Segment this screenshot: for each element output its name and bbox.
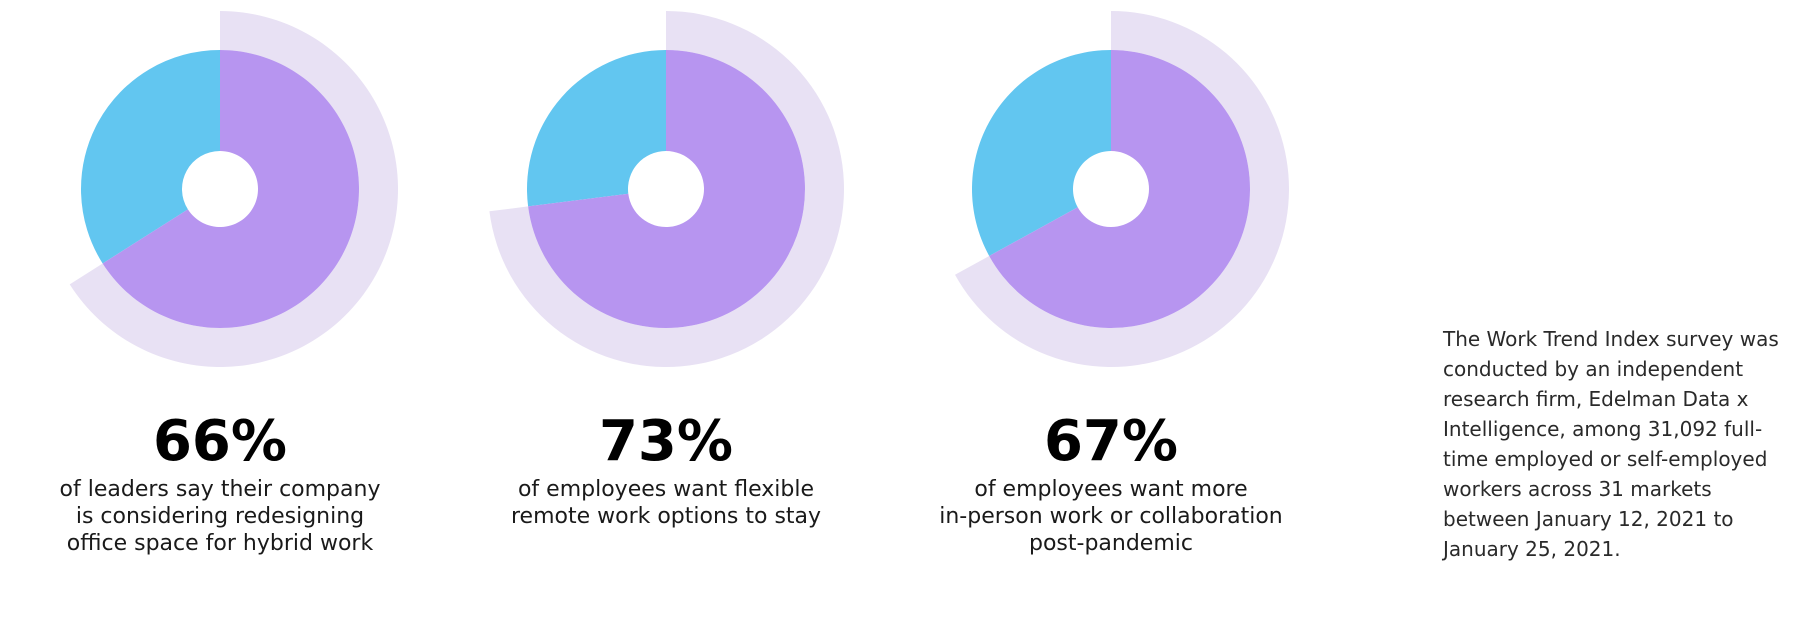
caption-line: office space for hybrid work [67,531,374,556]
donut-segment [102,50,360,328]
caption-line: remote work options to stay [511,504,821,529]
donut-remainder [81,50,220,264]
caption-line: post-pandemic [1029,531,1193,556]
donut-remainder [527,50,666,207]
caption-line: of leaders say their company [60,477,381,502]
note-line: between January 12, 2021 to [1443,507,1734,531]
value-label: 66% [153,409,287,474]
donut-remainder [972,49,1111,256]
note-line: January 25, 2021. [1441,537,1621,561]
note-line: research firm, Edelman Data x [1443,387,1749,411]
note-line: workers across 31 markets [1443,477,1712,501]
value-label: 73% [599,409,733,474]
note-line: The Work Trend Index survey was [1442,327,1779,351]
caption-line: of employees want more [974,477,1247,502]
donut-segment [528,50,805,328]
note-line: time employed or self-employed [1443,447,1767,471]
donut-segment [989,50,1250,328]
note-line: Intelligence, among 31,092 full- [1443,417,1762,441]
caption-line: in-person work or collaboration [939,504,1282,529]
value-label: 67% [1044,409,1178,474]
caption-line: of employees want flexible [518,477,814,502]
note-line: conducted by an independent [1443,357,1743,381]
caption-line: is considering redesigning [76,504,364,529]
